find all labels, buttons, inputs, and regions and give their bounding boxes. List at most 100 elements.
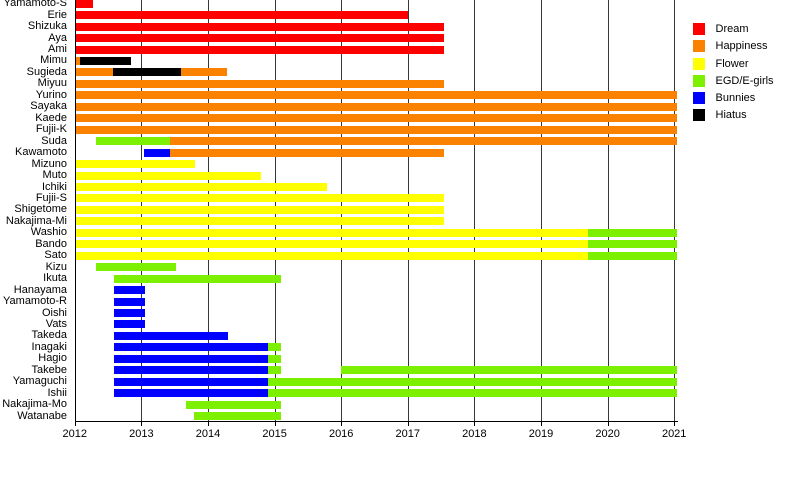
timeline-bar-segment xyxy=(76,217,445,226)
member-label: Miyuu xyxy=(37,77,67,90)
x-axis-tick xyxy=(407,422,409,427)
legend-label: Hiatus xyxy=(715,109,747,122)
x-axis-tick xyxy=(674,422,676,427)
member-label: Aya xyxy=(48,31,67,44)
legend-swatch-hiatus xyxy=(693,109,705,122)
timeline-bar-segment xyxy=(185,400,281,409)
timeline-bar-segment xyxy=(76,114,677,123)
timeline-bar-segment xyxy=(267,343,282,352)
x-axis-tick-label: 2018 xyxy=(462,427,487,440)
timeline-bar-segment xyxy=(95,263,177,272)
timeline-bar-segment xyxy=(113,68,182,77)
member-label: Mimu xyxy=(40,54,67,67)
legend-swatch-happiness xyxy=(693,40,705,53)
member-label: Ami xyxy=(48,43,67,56)
timeline-bar-segment xyxy=(114,377,268,386)
y-axis-spine xyxy=(74,0,76,423)
member-label: Sayaka xyxy=(30,100,67,113)
member-label: Hanayama xyxy=(13,283,67,296)
legend-label: EGD/E-girls xyxy=(715,74,774,87)
timeline-bar-segment xyxy=(267,366,282,375)
year-gridline xyxy=(607,0,609,422)
member-label: Yamaguchi xyxy=(12,375,67,388)
member-label: Watanabe xyxy=(17,409,67,422)
timeline-bar-segment xyxy=(114,354,268,363)
legend-label: Bunnies xyxy=(715,92,756,105)
member-label: Kaede xyxy=(35,111,67,124)
x-axis-tick xyxy=(274,422,276,427)
timeline-bar-segment xyxy=(169,137,677,146)
timeline-bar-segment xyxy=(95,137,170,146)
timeline-bar-segment xyxy=(76,68,114,77)
member-label: Takeda xyxy=(31,329,67,342)
x-axis-tick-label: 2014 xyxy=(195,427,221,440)
member-label: Muto xyxy=(42,169,67,182)
legend-label: Happiness xyxy=(715,40,768,53)
x-axis-tick-label: 2013 xyxy=(129,427,154,440)
member-label: Ishii xyxy=(47,386,67,399)
timeline-bar-segment xyxy=(144,148,170,157)
year-gridline xyxy=(541,0,542,422)
timeline-bar-segment xyxy=(587,228,677,237)
member-label: Erie xyxy=(47,8,67,21)
member-label: Nakajima-Mo xyxy=(2,398,67,411)
timeline-bar-segment xyxy=(114,343,268,352)
x-axis-tick-label: 2015 xyxy=(262,427,287,440)
timeline-bar-segment xyxy=(76,11,409,20)
x-axis-tick xyxy=(607,422,609,427)
timeline-bar-segment xyxy=(340,366,677,375)
year-gridline xyxy=(474,0,476,422)
timeline-bar-segment xyxy=(114,320,145,329)
member-label: Ichiki xyxy=(41,180,67,193)
timeline-bar-segment xyxy=(76,56,81,65)
x-axis-tick-label: 2020 xyxy=(595,427,620,440)
x-axis-tick xyxy=(208,422,209,427)
member-label: Washio xyxy=(30,226,67,239)
x-axis-tick-label: 2012 xyxy=(62,427,88,440)
member-label: Fujii-K xyxy=(35,123,67,136)
member-label: Shizuka xyxy=(27,20,67,33)
timeline-bar-segment xyxy=(76,240,588,249)
timeline-bar-segment xyxy=(114,297,145,306)
timeline-bar-segment xyxy=(76,79,445,88)
timeline-bar-segment xyxy=(76,194,445,203)
timeline-bar-segment xyxy=(114,389,268,398)
timeline-bar-segment xyxy=(169,148,445,157)
timeline-bar-segment xyxy=(76,171,261,180)
timeline-bar-segment xyxy=(193,412,281,421)
member-label: Kizu xyxy=(45,260,67,273)
x-axis-tick-label: 2016 xyxy=(328,427,354,440)
legend-swatch-bunnies xyxy=(693,92,705,105)
member-label: Shigetome xyxy=(14,203,67,216)
legend-swatch-flower xyxy=(693,57,705,70)
x-axis-tick-label: 2021 xyxy=(661,427,687,440)
timeline-bar-segment xyxy=(76,34,445,43)
member-label: Kawamoto xyxy=(15,146,67,159)
timeline-bar-segment xyxy=(76,102,677,111)
member-label: Yurino xyxy=(35,88,67,101)
timeline-bar-segment xyxy=(76,160,195,169)
timeline-bar-segment xyxy=(587,240,677,249)
member-label: Sugieda xyxy=(26,65,67,78)
member-label: Sato xyxy=(44,249,67,262)
timeline-bar-segment xyxy=(76,45,445,54)
timeline-bar-segment xyxy=(114,331,229,340)
timeline-bar-segment xyxy=(76,205,445,214)
legend-swatch-egd-e-girls xyxy=(693,74,705,87)
timeline-bar-segment xyxy=(76,183,327,191)
legend-label: Flower xyxy=(715,57,749,70)
x-axis-tick xyxy=(541,422,542,427)
timeline-bar-segment xyxy=(76,91,677,100)
timeline-bar-segment xyxy=(267,354,282,363)
member-label: Yamamoto-S xyxy=(3,0,67,10)
member-label: Mizuno xyxy=(31,157,67,170)
timeline-bar-segment xyxy=(114,366,268,375)
legend-label: Dream xyxy=(715,23,749,36)
timeline-bar-segment xyxy=(76,22,445,31)
member-label: Inagaki xyxy=(31,340,67,353)
x-axis-tick xyxy=(474,422,476,427)
